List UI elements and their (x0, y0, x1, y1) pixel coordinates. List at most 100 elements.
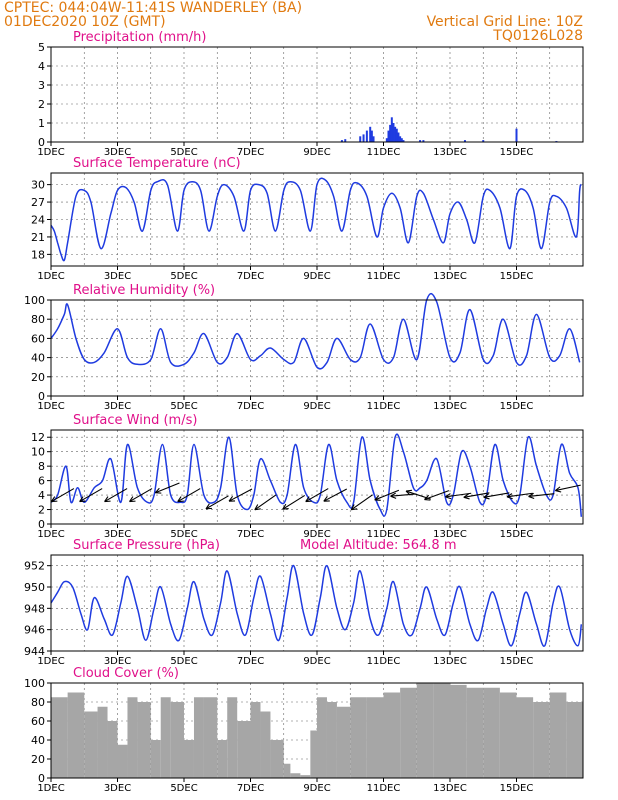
wind-arrow-head (390, 492, 396, 497)
precip-bar (397, 132, 400, 142)
y-tick-label: 24 (31, 214, 45, 227)
precip-bar (422, 140, 425, 142)
wind-arrow-head (351, 508, 358, 511)
y-tick-label: 0 (38, 772, 45, 785)
y-tick-label: 80 (31, 313, 45, 326)
y-tick-label: 950 (24, 581, 45, 594)
x-tick-label: 15DEC (500, 271, 534, 282)
precip-bar (387, 130, 390, 142)
x-tick-label: 11DEC (367, 147, 401, 158)
x-tick-label: 1DEC (37, 783, 64, 794)
wind-arrow-head (424, 498, 431, 501)
precip-bar (402, 140, 405, 142)
precip-bar (394, 126, 397, 142)
precip-bar (370, 130, 373, 142)
y-tick-label: 40 (31, 734, 45, 747)
cloud-cover-bar (137, 702, 151, 778)
precip-bar (515, 128, 518, 142)
cloud-cover-bar (533, 702, 550, 778)
wind-arrow-head (405, 489, 413, 492)
wind-arrow-shaft (51, 488, 75, 503)
wind-arrow-head (483, 493, 489, 498)
wind-arrow-shaft (528, 493, 555, 497)
x-tick-label: 13DEC (433, 271, 467, 282)
cloud-cover-bar (310, 730, 317, 778)
wind-arrow-head (424, 494, 430, 500)
y-tick-label: 21 (31, 231, 45, 244)
precip-bar (400, 138, 403, 142)
wind-arrow-shaft (205, 495, 229, 510)
panel-rh: 0 20 40 60 80 100 1DEC 3DEC 5DEC 7DEC 9DEC 11DEC 13D… (24, 283, 584, 412)
x-tick-label: 9DEC (303, 656, 330, 667)
cloud-cover-bar (326, 702, 337, 778)
wind-arrow-head (177, 496, 182, 502)
cloud-cover-bar (203, 697, 218, 778)
wind-arrow-head (282, 503, 287, 510)
y-tick-label: 27 (31, 196, 45, 209)
wind-arrow (282, 494, 306, 510)
precip-bar (365, 130, 368, 142)
x-tick-label: 13DEC (433, 147, 467, 158)
wind-arrow-shaft (305, 488, 329, 503)
cloud-cover-bar (317, 697, 327, 778)
panel-title: Precipitation (mm/h) (73, 30, 206, 45)
x-tick-label: 5DEC (170, 529, 197, 540)
x-tick-label: 5DEC (170, 147, 197, 158)
wind-arrow (445, 492, 472, 500)
wind-arrow (483, 492, 510, 500)
cloud-cover-bar (566, 702, 583, 778)
cloud-cover-bar (549, 692, 567, 778)
wind-arrow-head (104, 496, 109, 502)
temp-series-line (50, 177, 583, 262)
y-tick-label: 946 (24, 624, 45, 637)
header-init-time: 01DEC2020 10Z (GMT) (4, 14, 166, 30)
x-tick-label: 9DEC (303, 783, 330, 794)
y-tick-label: 952 (24, 560, 45, 573)
x-tick-label: 1DEC (37, 147, 64, 158)
x-tick-label: 5DEC (170, 401, 197, 412)
header-location: CPTEC: 044:04W-11:41S WANDERLEY (BA) (4, 0, 302, 16)
wind-arrow-head (79, 496, 84, 502)
wind-arrow-head (463, 496, 470, 500)
y-tick-label: 100 (24, 294, 45, 307)
x-tick-label: 13DEC (433, 401, 467, 412)
x-tick-label: 3DEC (104, 401, 131, 412)
cloud-cover-bar (336, 706, 351, 778)
x-tick-label: 7DEC (237, 147, 264, 158)
y-tick-label: 0 (38, 518, 45, 531)
precip-bar (463, 140, 466, 142)
precip-bar (372, 136, 375, 142)
wind-arrow (463, 492, 490, 500)
cloud-cover-bar (483, 687, 500, 778)
wind-arrow-head (390, 495, 397, 499)
header-model: TQ0126L028 (492, 28, 583, 44)
wind-arrow-shaft (104, 488, 128, 503)
y-tick-label: 10 (31, 446, 45, 459)
panel-title: Surface Wind (m/s) (73, 413, 197, 428)
cloud-cover-bar (250, 702, 261, 778)
cloud-cover-bar (117, 744, 128, 778)
y-tick-label: 100 (24, 677, 45, 690)
wind-arrow (323, 488, 348, 502)
wind-arrow-head (483, 496, 490, 500)
precip-bar (359, 136, 362, 142)
wind-arrow-head (528, 492, 534, 497)
precip-bar (399, 136, 402, 142)
wind-arrow (506, 492, 533, 500)
y-tick-label: 4 (38, 489, 45, 502)
cloud-cover-bar (150, 740, 161, 778)
cloud-cover-bar (67, 692, 85, 778)
y-tick-label: 80 (31, 696, 45, 709)
wind-arrow (554, 484, 581, 493)
x-tick-label: 7DEC (237, 401, 264, 412)
y-tick-label: 6 (38, 475, 45, 488)
cloud-cover-bar (516, 697, 534, 778)
cloud-cover-bar (160, 697, 171, 778)
wind-arrow-shaft (424, 490, 450, 501)
y-tick-label: 2 (38, 98, 45, 111)
x-tick-label: 11DEC (367, 656, 401, 667)
wind-arrow (390, 492, 417, 499)
cloud-cover-bar (466, 687, 484, 778)
x-tick-label: 15DEC (500, 529, 534, 540)
